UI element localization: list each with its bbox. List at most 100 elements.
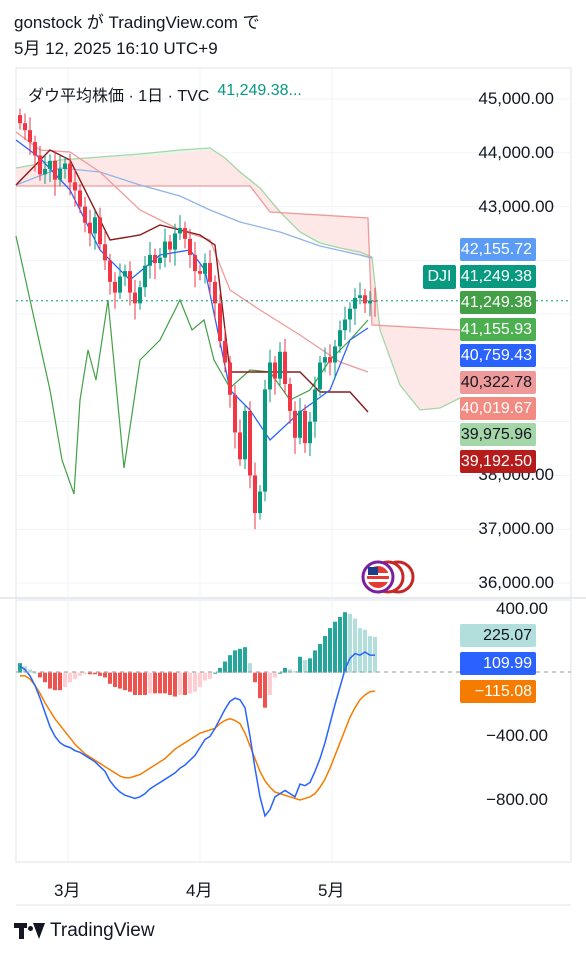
macd-histogram-bar	[83, 672, 87, 675]
macd-histogram-bar	[308, 658, 312, 673]
price-tick-label: 45,000.00	[478, 89, 554, 108]
time-tick-label: 3月	[54, 881, 81, 900]
lagging-span-line	[15, 235, 369, 495]
price-tick-label: 44,000.00	[478, 142, 554, 162]
candle-body	[343, 319, 347, 331]
candle-body	[53, 160, 57, 180]
macd-histogram-bar	[28, 669, 32, 673]
candle-body	[108, 260, 112, 282]
candle-body	[263, 389, 267, 492]
share-author-line: gonstock が TradingView.com で	[14, 13, 260, 32]
macd-histogram-bar	[118, 672, 122, 689]
tradingview-logo[interactable]: TradingView	[14, 920, 155, 942]
candle-body	[148, 254, 152, 266]
price-label: 41,249.38	[460, 291, 536, 314]
price-tick-label: 36,000.00	[478, 573, 554, 592]
macd-histogram-bar	[203, 672, 207, 681]
macd-histogram-bar	[158, 672, 162, 694]
ma-long-line	[15, 167, 373, 259]
macd-histogram-bar	[123, 672, 127, 691]
candle-body	[128, 271, 132, 293]
candle-body	[308, 421, 312, 444]
candle-body	[78, 190, 82, 207]
price-label: 39,192.50	[460, 450, 536, 473]
symbol-tag: DJI	[423, 265, 456, 289]
macd-value-label: −115.08	[460, 680, 536, 703]
macd-histogram-bar	[248, 663, 252, 673]
candle-body	[303, 410, 307, 444]
macd-histogram-bar	[188, 672, 192, 694]
share-header: gonstock が TradingView.com で 5月 12, 2025…	[14, 10, 260, 62]
candle-body	[93, 217, 97, 234]
candle-body	[173, 233, 177, 250]
candle-body	[43, 168, 47, 175]
candle-body	[253, 475, 257, 514]
macd-histogram-bar	[263, 672, 267, 708]
candle-body	[348, 308, 352, 320]
macd-histogram-bar	[163, 672, 167, 694]
macd-histogram-bar	[273, 672, 277, 678]
macd-histogram-bar	[88, 672, 92, 675]
macd-histogram-bar	[183, 672, 187, 695]
candle-body	[103, 244, 107, 261]
macd-histogram-bar	[318, 644, 322, 673]
macd-histogram-bar	[48, 672, 52, 689]
macd-histogram-bar	[173, 672, 177, 697]
candlestick-series	[18, 108, 377, 530]
base-line	[15, 149, 369, 413]
macd-histogram-bar	[128, 672, 132, 692]
candle-body	[23, 123, 27, 131]
macd-histogram-bar	[93, 672, 97, 675]
macd-line	[19, 651, 375, 818]
candle-body	[373, 300, 377, 302]
candle-body	[323, 357, 327, 363]
macd-histogram-bar	[233, 650, 237, 673]
macd-histogram-bar	[333, 621, 337, 673]
macd-histogram-bar	[43, 672, 47, 683]
candle-body	[118, 276, 122, 293]
price-label: 41,155.93	[460, 318, 536, 341]
candle-body	[268, 362, 272, 390]
macd-histogram-bar	[138, 672, 142, 695]
macd-histogram-bar	[73, 672, 77, 680]
candle-body	[143, 265, 147, 288]
price-label: 40,322.78	[460, 371, 536, 394]
macd-value-label: 109.99	[460, 652, 536, 675]
macd-histogram-bar	[168, 672, 172, 695]
price-label: 39,975.96	[460, 423, 536, 446]
ichimoku-cloud	[15, 147, 461, 411]
macd-histogram-bar	[223, 661, 227, 673]
macd-histogram-bar	[103, 672, 107, 678]
candle-body	[198, 271, 202, 274]
macd-tick-label: −400.00	[486, 726, 548, 746]
candle-body	[318, 362, 322, 390]
candle-body	[243, 410, 247, 460]
candle-body	[68, 163, 72, 183]
candle-body	[38, 155, 42, 175]
candle-body	[163, 241, 167, 258]
candle-body	[333, 346, 337, 363]
candle-body	[133, 292, 137, 304]
candle-body	[273, 362, 277, 379]
macd-histogram-bar	[33, 672, 37, 674]
candle-body	[48, 160, 52, 169]
macd-histogram-bar	[283, 667, 287, 673]
legend-symbol: ダウ平均株価 · 1日 · TVC	[28, 88, 210, 105]
candle-body	[98, 217, 102, 245]
price-label: 42,155.72	[460, 238, 536, 261]
macd-histogram-bar	[353, 618, 357, 673]
macd-histogram-bar	[288, 669, 292, 673]
macd-histogram-bar	[323, 636, 327, 673]
signal-line	[20, 675, 376, 801]
candle-body	[208, 263, 212, 282]
candle-body	[248, 410, 252, 476]
price-tick-label: 37,000.00	[478, 519, 554, 539]
candle-body	[73, 182, 77, 191]
flag-icon[interactable]	[361, 560, 415, 594]
candle-body	[368, 300, 372, 304]
candle-body	[233, 394, 237, 433]
candle-body	[188, 238, 192, 255]
candle-body	[238, 432, 242, 460]
macd-series	[18, 612, 377, 818]
